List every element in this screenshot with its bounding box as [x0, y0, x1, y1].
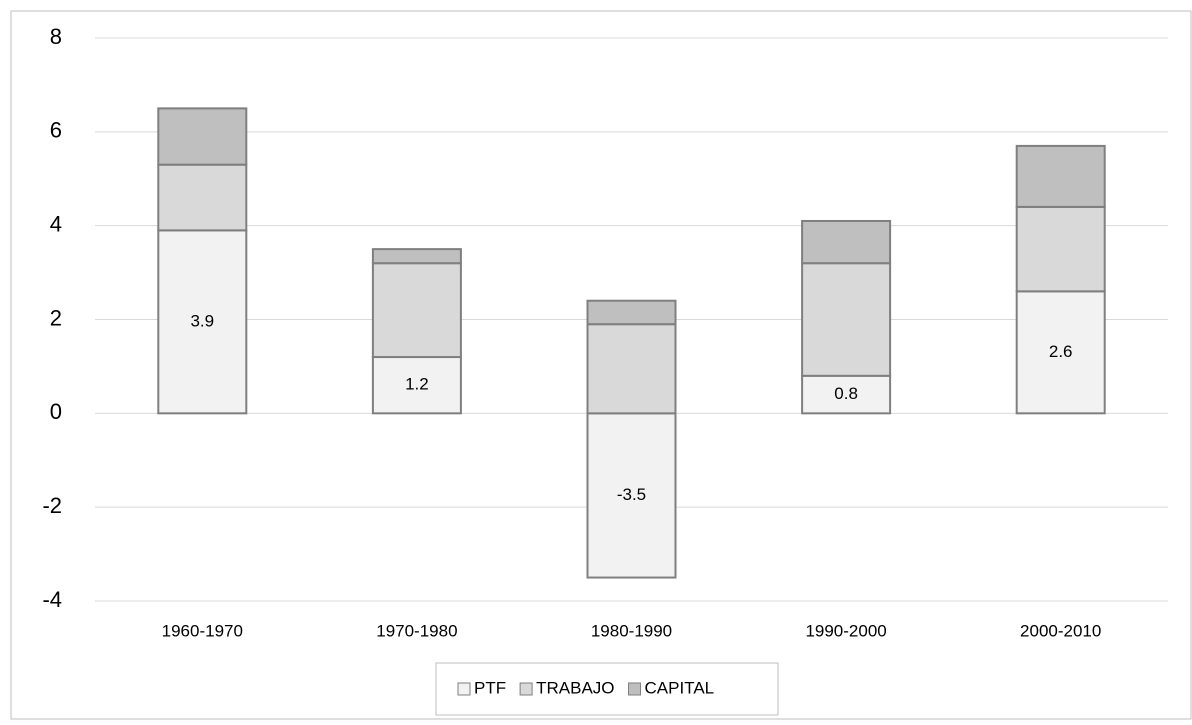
data-label: -3.5: [617, 485, 646, 504]
y-tick-label: 8: [50, 24, 62, 49]
bar-segment: [801, 262, 892, 377]
y-tick-label: 6: [50, 118, 62, 143]
bar-segment: [1015, 205, 1106, 293]
data-label: 1.2: [405, 375, 429, 394]
legend-label: TRABAJO: [536, 678, 614, 697]
bar-segment: [586, 412, 677, 579]
legend-box: [435, 662, 779, 716]
y-tick-label: 2: [50, 305, 62, 330]
y-tick-label: 4: [50, 211, 62, 236]
y-tick-label: -4: [42, 587, 62, 612]
bar-segment: [371, 356, 462, 415]
legend-label: PTF: [474, 678, 506, 697]
bar-segment: [801, 219, 892, 265]
bar-segment: [1015, 144, 1106, 208]
legend-swatch: [628, 682, 642, 696]
y-tick-label: -2: [42, 493, 62, 518]
data-label: 3.9: [190, 311, 214, 330]
data-label: 2.6: [1049, 342, 1073, 361]
x-tick-label: 1990-2000: [805, 621, 886, 640]
y-tick-label: 0: [50, 399, 62, 424]
x-tick-label: 1980-1990: [591, 621, 672, 640]
x-tick-label: 1970-1980: [376, 621, 457, 640]
x-tick-label: 1960-1970: [162, 621, 243, 640]
bar-segment: [157, 229, 248, 415]
legend-swatch: [519, 682, 533, 696]
bar-segment: [1015, 290, 1106, 415]
bar-segment: [371, 248, 462, 265]
bar-segment: [586, 323, 677, 415]
bar-segment: [801, 374, 892, 415]
data-label: 0.8: [834, 384, 858, 403]
bar-segment: [586, 299, 677, 326]
legend-swatch: [457, 682, 471, 696]
bar-segment: [371, 262, 462, 359]
bar-segment: [157, 163, 248, 232]
x-tick-label: 2000-2010: [1020, 621, 1101, 640]
bar-segment: [157, 107, 248, 166]
legend-label: CAPITAL: [645, 678, 715, 697]
